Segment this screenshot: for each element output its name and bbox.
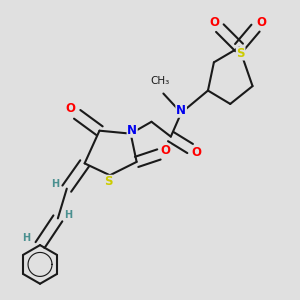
Text: N: N: [176, 104, 186, 117]
Text: O: O: [66, 103, 76, 116]
Text: O: O: [256, 16, 266, 29]
Text: H: H: [22, 233, 31, 243]
Text: S: S: [236, 47, 245, 60]
Text: S: S: [104, 175, 112, 188]
Text: O: O: [192, 146, 202, 160]
Text: CH₃: CH₃: [151, 76, 170, 86]
Text: N: N: [127, 124, 137, 137]
Text: H: H: [51, 179, 59, 189]
Text: O: O: [160, 144, 170, 158]
Text: O: O: [209, 16, 219, 29]
Text: H: H: [64, 210, 72, 220]
Text: N: N: [176, 104, 186, 117]
